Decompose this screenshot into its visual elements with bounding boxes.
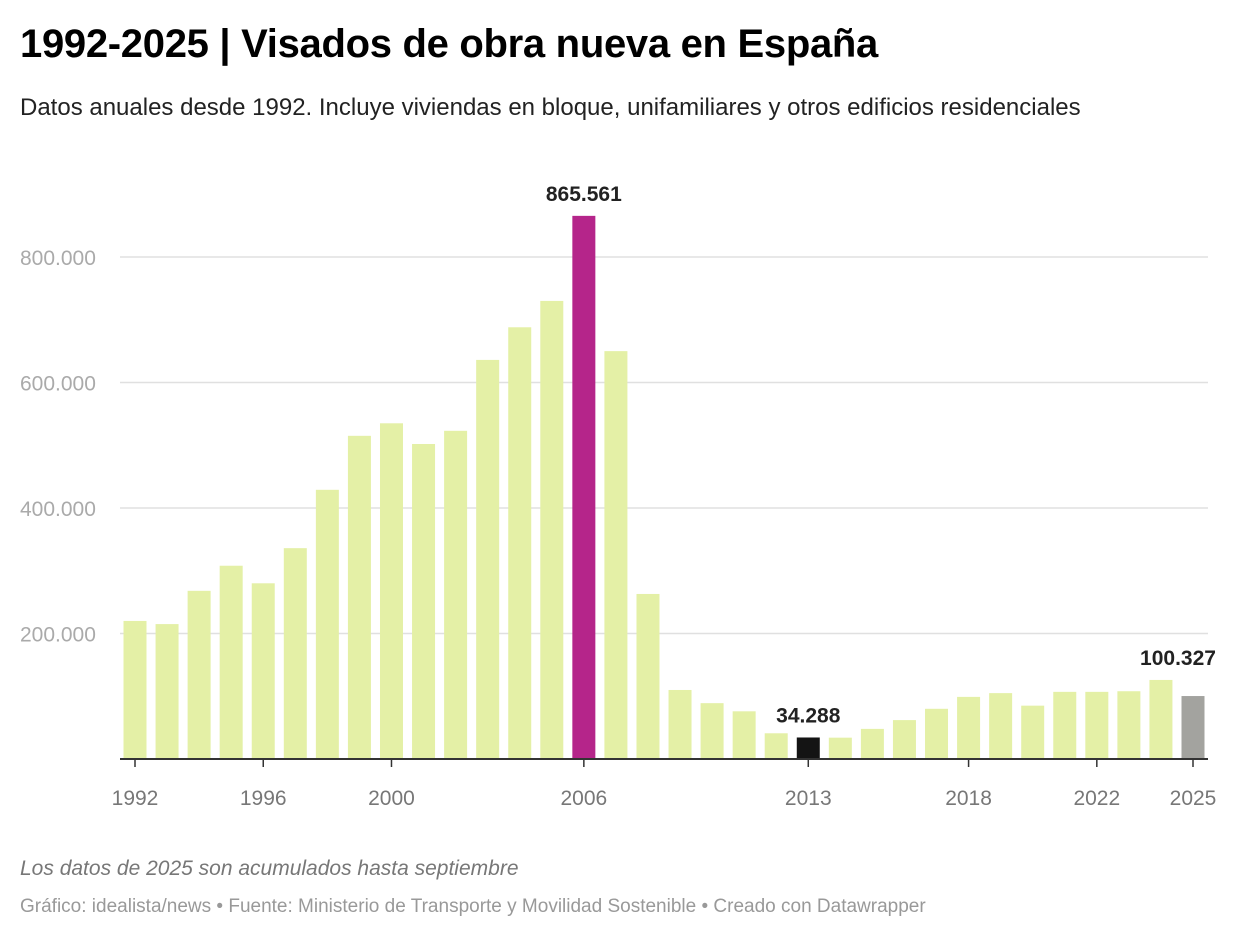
- y-tick-label: 200.000: [20, 624, 96, 647]
- bar-1999: [347, 435, 371, 759]
- bar-2019: [989, 693, 1013, 759]
- x-tick-label: 2006: [560, 787, 607, 810]
- bar-2011: [732, 711, 756, 759]
- bar-2018: [957, 696, 981, 759]
- bar-1992: [123, 620, 147, 759]
- x-tick-label: 1992: [112, 787, 159, 810]
- y-tick-label: 600.000: [20, 373, 96, 396]
- x-tick-label: 1996: [240, 787, 287, 810]
- y-tick-label: 800.000: [20, 247, 96, 270]
- y-tick-label: 400.000: [20, 498, 96, 521]
- source-credit: Gráfico: idealista/news • Fuente: Minist…: [20, 896, 926, 917]
- bar-2017: [925, 708, 949, 759]
- chart-title: 1992-2025 | Visados de obra nueva en Esp…: [20, 22, 878, 66]
- data-label-2025: 100.327: [1140, 647, 1216, 670]
- data-label-2006: 865.561: [546, 183, 622, 206]
- bar-1997: [283, 548, 307, 759]
- bar-2008: [636, 593, 660, 759]
- bar-2009: [668, 689, 692, 759]
- bar-1995: [219, 565, 243, 759]
- footnote: Los datos de 2025 son acumulados hasta s…: [20, 857, 519, 880]
- chart-subtitle: Datos anuales desde 1992. Incluye vivien…: [20, 94, 1081, 121]
- bar-1994: [187, 590, 211, 759]
- bar-2024: [1149, 679, 1173, 759]
- bar-2007: [604, 351, 628, 759]
- x-tick-label: 2013: [785, 787, 832, 810]
- bar-2025: [1181, 696, 1205, 759]
- bar-1996: [251, 583, 275, 759]
- bar-2006: [572, 215, 596, 759]
- bar-2015: [860, 728, 884, 759]
- x-tick-label: 2018: [945, 787, 992, 810]
- bar-2016: [892, 720, 916, 759]
- data-label-2013: 34.288: [776, 704, 841, 727]
- bar-2013: [796, 737, 820, 759]
- bar-2012: [764, 733, 788, 759]
- bar-2000: [379, 423, 403, 759]
- x-tick-label: 2025: [1170, 787, 1217, 810]
- bar-2010: [700, 703, 724, 759]
- bar-1998: [315, 489, 339, 759]
- x-tick-label: 2000: [368, 787, 415, 810]
- bar-2020: [1021, 705, 1045, 759]
- bar-2021: [1053, 691, 1077, 759]
- x-tick-label: 2022: [1073, 787, 1120, 810]
- bar-2001: [412, 443, 436, 759]
- bar-1993: [155, 624, 179, 759]
- bar-2022: [1085, 691, 1109, 759]
- bar-2014: [828, 737, 852, 759]
- bar-2005: [540, 300, 564, 759]
- bar-2003: [476, 359, 500, 759]
- bar-2023: [1117, 691, 1141, 759]
- bar-2004: [508, 327, 532, 759]
- bar-2002: [444, 430, 468, 759]
